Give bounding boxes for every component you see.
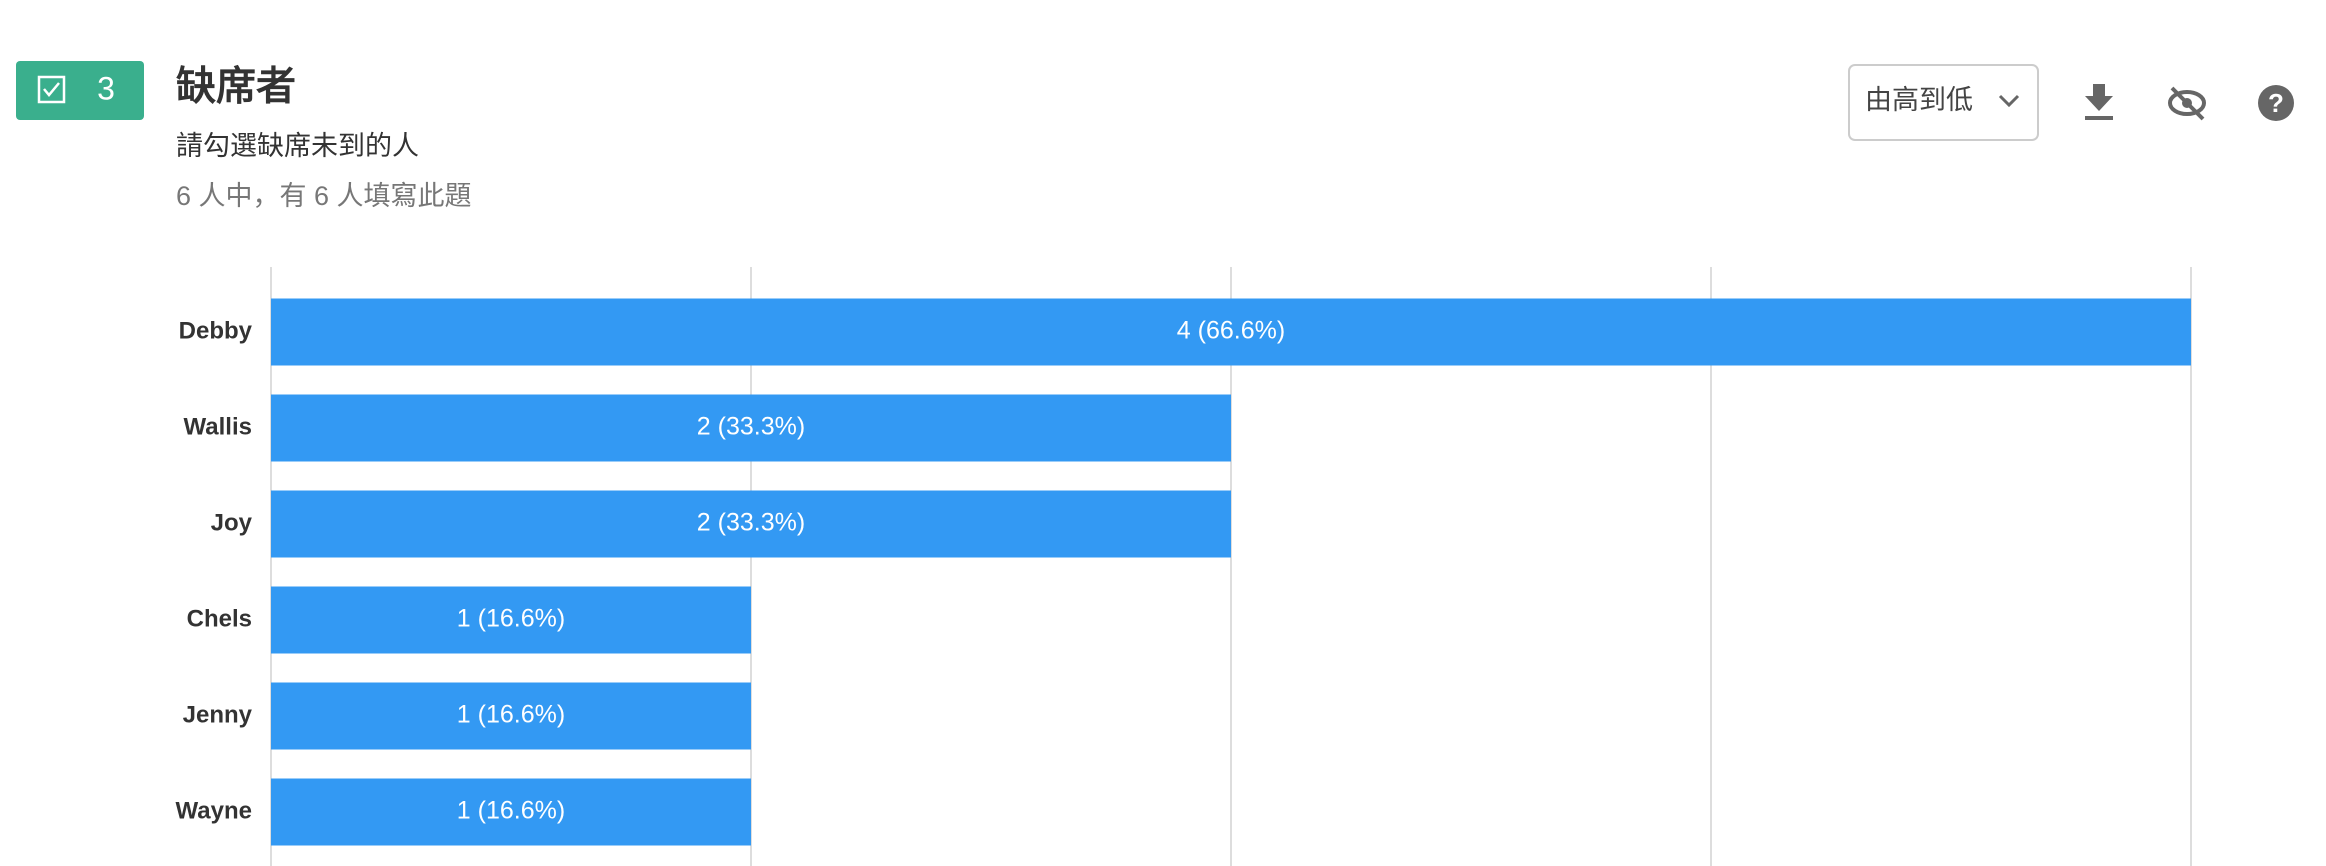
value-label: 2 (33.3%) bbox=[697, 509, 805, 537]
question-title: 缺席者 bbox=[176, 65, 296, 109]
question-number: 3 bbox=[97, 70, 115, 106]
bar bbox=[271, 490, 1231, 558]
category-label: Wallis bbox=[184, 413, 252, 440]
bar bbox=[271, 682, 751, 750]
category-label: Jenny bbox=[183, 701, 253, 728]
bar bbox=[271, 394, 1231, 462]
value-label: 2 (33.3%) bbox=[697, 413, 805, 441]
sort-dropdown[interactable] bbox=[1848, 64, 2039, 141]
category-label: Joy bbox=[211, 509, 253, 536]
category-label: Chels bbox=[187, 605, 252, 632]
help-icon bbox=[2258, 85, 2294, 121]
help-button[interactable]: ? bbox=[2258, 85, 2294, 121]
value-label: 4 (66.6%) bbox=[1177, 317, 1285, 345]
checkmark bbox=[43, 82, 60, 97]
bar bbox=[271, 586, 751, 654]
category-label: Debby bbox=[179, 317, 253, 344]
dropdown-arrow bbox=[1998, 94, 2020, 108]
eye-icon bbox=[2168, 90, 2206, 116]
question-badge bbox=[16, 61, 144, 120]
value-label: 1 (16.6%) bbox=[457, 701, 565, 729]
sort-label[interactable]: 由高到低 bbox=[1865, 85, 1973, 115]
checkbox-icon bbox=[37, 75, 66, 104]
hide-button[interactable] bbox=[2168, 86, 2206, 121]
download-button[interactable] bbox=[2085, 84, 2113, 120]
value-label: 1 (16.6%) bbox=[457, 797, 565, 825]
download-icon bbox=[2085, 84, 2113, 120]
help-mark: ? bbox=[2268, 88, 2284, 118]
value-label: 1 (16.6%) bbox=[457, 605, 565, 633]
eye-slash bbox=[2170, 86, 2205, 121]
bar bbox=[271, 298, 2191, 366]
question-description: 請勾選缺席未到的人 bbox=[176, 131, 419, 161]
category-label: Wayne bbox=[176, 797, 252, 824]
response-summary: 6 人中，有 6 人填寫此題 bbox=[176, 181, 472, 211]
bar-chart: Debby 4 (66.6%) Wallis 2 (33.3%) Joy 2 (33.3%… bbox=[176, 267, 2192, 866]
bar bbox=[271, 778, 751, 846]
